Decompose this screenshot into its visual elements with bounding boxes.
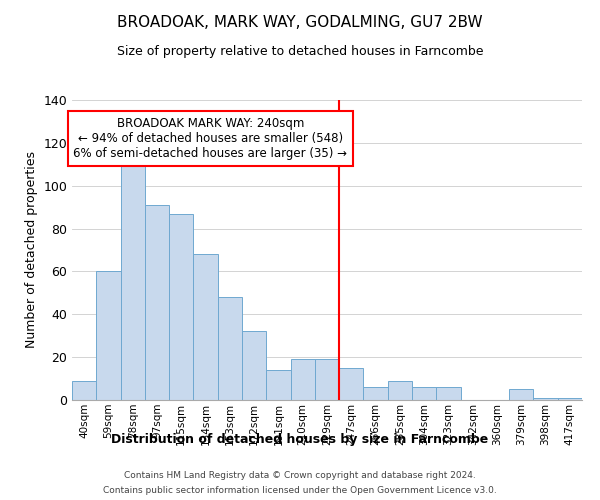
Text: Size of property relative to detached houses in Farncombe: Size of property relative to detached ho…: [117, 45, 483, 58]
Text: BROADOAK MARK WAY: 240sqm
← 94% of detached houses are smaller (548)
6% of semi-: BROADOAK MARK WAY: 240sqm ← 94% of detac…: [73, 117, 347, 160]
Bar: [96, 272, 121, 400]
Bar: [388, 380, 412, 400]
Text: Contains HM Land Registry data © Crown copyright and database right 2024.: Contains HM Land Registry data © Crown c…: [124, 471, 476, 480]
Y-axis label: Number of detached properties: Number of detached properties: [25, 152, 38, 348]
Bar: [218, 297, 242, 400]
Bar: [145, 205, 169, 400]
Text: Distribution of detached houses by size in Farncombe: Distribution of detached houses by size …: [112, 432, 488, 446]
Bar: [339, 368, 364, 400]
Bar: [436, 387, 461, 400]
Text: BROADOAK, MARK WAY, GODALMING, GU7 2BW: BROADOAK, MARK WAY, GODALMING, GU7 2BW: [117, 15, 483, 30]
Bar: [558, 398, 582, 400]
Bar: [290, 360, 315, 400]
Bar: [72, 380, 96, 400]
Bar: [364, 387, 388, 400]
Bar: [169, 214, 193, 400]
Bar: [266, 370, 290, 400]
Bar: [315, 360, 339, 400]
Bar: [412, 387, 436, 400]
Bar: [242, 332, 266, 400]
Text: Contains public sector information licensed under the Open Government Licence v3: Contains public sector information licen…: [103, 486, 497, 495]
Bar: [509, 390, 533, 400]
Bar: [533, 398, 558, 400]
Bar: [121, 152, 145, 400]
Bar: [193, 254, 218, 400]
